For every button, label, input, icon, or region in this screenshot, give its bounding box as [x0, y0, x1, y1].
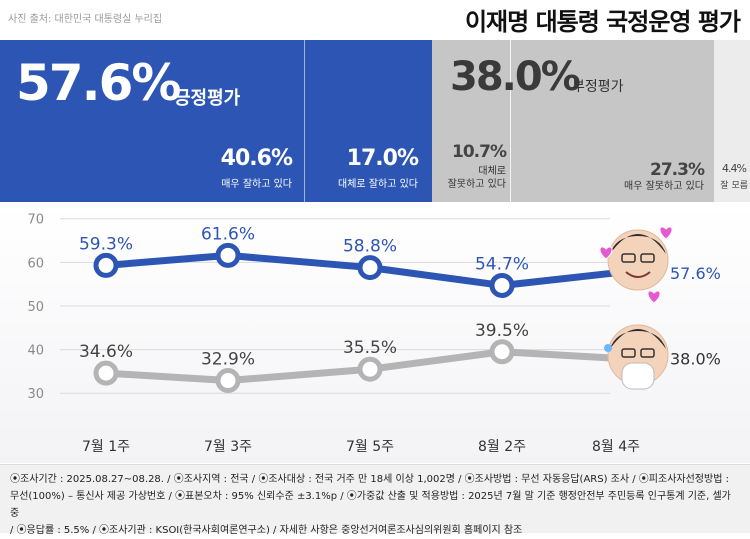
very-bad-label: 매우 잘못하고 있다	[624, 181, 704, 192]
somewhat-bad-pct: 10.7%	[452, 142, 507, 162]
series-0-label-3: 54.7%	[475, 254, 529, 274]
series-0-point-1	[215, 242, 241, 268]
x-tick-4: 8월 4주	[592, 439, 640, 455]
heart-icon-3	[647, 290, 661, 304]
sweat-drop-icon	[604, 344, 612, 352]
series-1-end-label: 38.0%	[670, 349, 721, 368]
photo-credit: 사진 출처: 대한민국 대통령실 누리집	[8, 14, 163, 25]
portrait-positive-smile	[625, 271, 651, 278]
survey-notes-line-2: 무선(100%) – 통신사 제공 가상번호 / ⦿표본오차 : 95% 신뢰수…	[10, 491, 731, 519]
series-1-label-2: 35.5%	[343, 338, 397, 358]
somewhat-bad-label: 대체로 잘못하고 있다	[447, 166, 506, 190]
positive-pct: 57.6%	[16, 54, 181, 112]
series-0-label-1: 61.6%	[201, 224, 255, 244]
y-tick-50: 50	[27, 300, 44, 315]
series-1-point-0	[93, 360, 119, 386]
negative-band: 38.0% 부정평가 10.7% 대체로 잘못하고 있다 27.3% 매우 잘못…	[432, 40, 714, 202]
positive-band: 57.6% 긍정평가 40.6% 매우 잘하고 있다 17.0% 대체로 잘하고…	[0, 40, 432, 202]
page-title: 이재명 대통령 국정운영 평가	[464, 8, 741, 36]
survey-notes: ⦿조사기간 : 2025.08.27~08.28. / ⦿조사지역 : 전국 /…	[0, 464, 750, 536]
series-0-label-0: 59.3%	[79, 234, 133, 254]
series-1-point-3	[489, 339, 515, 365]
portrait-positive-hair	[610, 234, 666, 254]
series-0-point-2	[357, 255, 383, 281]
series-1-label-0: 34.6%	[79, 342, 133, 362]
series-0-label-2: 58.8%	[343, 237, 397, 257]
somewhat-good-pct: 17.0%	[346, 146, 419, 171]
series-0-point-0	[93, 252, 119, 278]
y-tick-40: 40	[27, 344, 44, 359]
heart-icon-2	[599, 246, 613, 260]
positive-label: 긍정평가	[174, 88, 241, 109]
x-tick-0: 7월 1주	[82, 439, 130, 455]
x-tick-2: 7월 5주	[346, 439, 394, 455]
survey-notes-line-1: ⦿조사기간 : 2025.08.27~08.28. / ⦿조사지역 : 전국 /…	[10, 474, 729, 485]
x-tick-3: 8월 2주	[478, 439, 526, 455]
series-1-point-2	[357, 356, 383, 382]
portrait-positive-glasses-left	[621, 253, 636, 263]
dont-know-pct: 4.4%	[722, 162, 747, 175]
series-1-label-1: 32.9%	[201, 350, 255, 370]
series-1-point-1	[215, 368, 241, 394]
trend-chart-svg: 70 60 50 40 30 59.3% 61.6% 58.8% 54.7% 57.6% 34.6%…	[27, 213, 721, 455]
negative-pct: 38.0%	[450, 54, 581, 100]
trend-chart: 70 60 50 40 30 59.3% 61.6% 58.8% 54.7% 57.6% 34.6%…	[0, 205, 750, 463]
somewhat-good-label: 대체로 잘하고 있다	[338, 179, 418, 190]
series-0-point-3	[489, 272, 515, 298]
heart-icon-1	[659, 226, 673, 240]
very-good-pct: 40.6%	[220, 146, 293, 171]
y-tick-70: 70	[27, 213, 44, 228]
series-0-end-label: 57.6%	[670, 264, 721, 283]
portrait-negative-hand	[621, 362, 655, 390]
y-tick-60: 60	[27, 256, 44, 271]
portrait-positive-glasses-right	[640, 253, 655, 263]
series-1-label-3: 39.5%	[475, 321, 529, 341]
y-tick-30: 30	[27, 387, 44, 402]
survey-notes-line-3: / ⦿응답률 : 5.5% / ⦿조사기관 : KSOI(한국사회여론연구소) …	[10, 525, 523, 536]
dont-know-label: 잘 모름	[720, 181, 748, 191]
very-good-label: 매우 잘하고 있다	[221, 179, 292, 190]
portrait-negative-glasses-right	[640, 348, 655, 358]
portrait-negative-glasses-left	[621, 348, 636, 358]
dont-know-band: 4.4% 잘 모름	[714, 40, 750, 202]
portrait-negative-hair	[610, 329, 666, 349]
very-bad-pct: 27.3%	[650, 160, 705, 180]
x-tick-1: 7월 3주	[204, 439, 252, 455]
portrait-positive-face	[607, 229, 669, 291]
negative-label: 부정평가	[572, 79, 624, 95]
